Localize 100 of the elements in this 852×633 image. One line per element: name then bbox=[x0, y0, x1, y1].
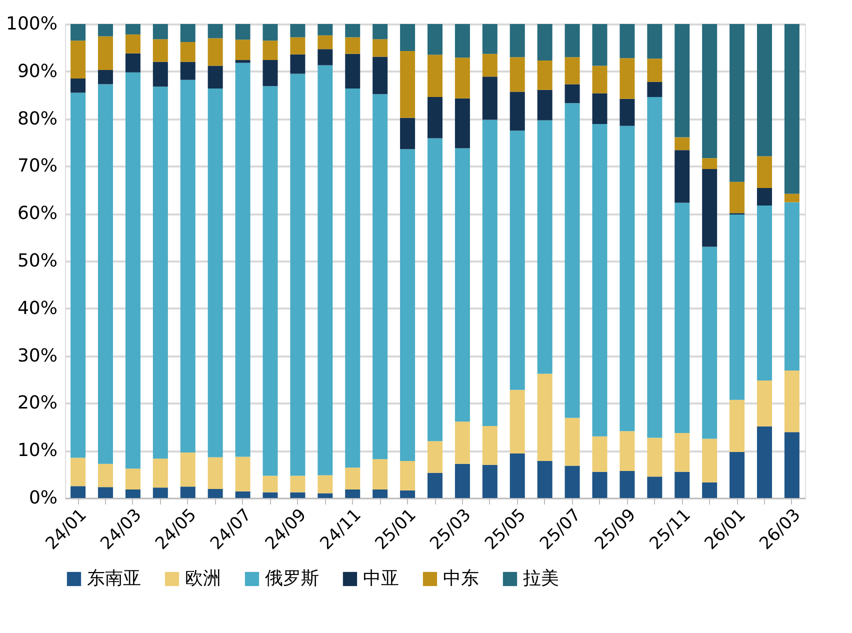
bar bbox=[98, 70, 113, 84]
bar bbox=[454, 98, 470, 148]
bar bbox=[620, 98, 635, 126]
bar bbox=[510, 130, 525, 390]
bar bbox=[730, 214, 745, 400]
bar bbox=[482, 120, 498, 426]
bar bbox=[318, 49, 333, 66]
bar bbox=[674, 472, 690, 498]
bar bbox=[180, 42, 196, 62]
bar bbox=[674, 137, 690, 150]
bar bbox=[730, 182, 745, 214]
bar bbox=[620, 126, 635, 432]
bar bbox=[400, 51, 416, 118]
bar bbox=[98, 464, 113, 488]
bar bbox=[647, 24, 662, 59]
bar bbox=[372, 459, 388, 490]
bar bbox=[702, 438, 718, 482]
bar bbox=[290, 37, 306, 54]
bar bbox=[702, 246, 718, 439]
bar bbox=[784, 194, 800, 202]
bar bbox=[70, 40, 86, 79]
bar bbox=[510, 24, 525, 58]
bar bbox=[262, 60, 278, 86]
bar bbox=[400, 118, 416, 150]
bar bbox=[345, 489, 360, 498]
bar bbox=[757, 380, 772, 426]
bar bbox=[345, 37, 360, 54]
bar bbox=[674, 24, 690, 138]
bar bbox=[454, 464, 470, 498]
bar bbox=[318, 24, 333, 36]
bar bbox=[262, 40, 278, 60]
bar bbox=[564, 103, 580, 418]
bar bbox=[235, 456, 250, 492]
bar bbox=[482, 54, 498, 77]
bar bbox=[125, 24, 140, 34]
bar bbox=[152, 39, 168, 62]
bar bbox=[564, 24, 580, 58]
legend-label: 中东 bbox=[443, 568, 479, 589]
y-tick-label: 40% bbox=[17, 298, 58, 319]
bar bbox=[372, 489, 388, 498]
legend-label: 东南亚 bbox=[87, 568, 141, 589]
bar bbox=[180, 452, 196, 487]
y-tick-label: 30% bbox=[17, 345, 58, 366]
bar bbox=[208, 457, 223, 489]
bar bbox=[510, 453, 525, 498]
y-tick-label: 20% bbox=[17, 392, 58, 414]
bar bbox=[345, 88, 360, 468]
bar bbox=[537, 24, 552, 60]
y-tick-label: 60% bbox=[17, 203, 58, 224]
bar bbox=[537, 90, 552, 120]
bar bbox=[318, 475, 333, 494]
bar bbox=[318, 35, 333, 50]
bar bbox=[454, 422, 470, 464]
bar bbox=[647, 82, 662, 97]
bar bbox=[592, 24, 608, 66]
bar bbox=[592, 124, 608, 436]
bar bbox=[537, 374, 552, 462]
bar bbox=[345, 24, 360, 38]
bar bbox=[702, 158, 718, 170]
bar bbox=[290, 74, 306, 476]
bar bbox=[400, 149, 416, 462]
bar bbox=[290, 476, 306, 492]
bar bbox=[152, 458, 168, 488]
bar bbox=[428, 472, 442, 498]
bar bbox=[235, 491, 250, 498]
bar bbox=[98, 24, 113, 36]
bar bbox=[290, 24, 306, 38]
y-tick-label: 70% bbox=[17, 156, 58, 177]
bar bbox=[152, 62, 168, 87]
bar bbox=[125, 53, 140, 72]
bar bbox=[564, 418, 580, 466]
y-tick-label: 10% bbox=[17, 440, 58, 462]
bar bbox=[784, 24, 800, 194]
bar bbox=[510, 390, 525, 454]
bar bbox=[262, 476, 278, 492]
bar bbox=[235, 24, 250, 40]
bar bbox=[482, 76, 498, 120]
bar bbox=[620, 431, 635, 471]
bar bbox=[125, 489, 140, 498]
bar bbox=[564, 466, 580, 498]
bar bbox=[152, 86, 168, 459]
bar bbox=[702, 482, 718, 498]
bar bbox=[345, 468, 360, 490]
bar bbox=[345, 54, 360, 88]
bar bbox=[592, 93, 608, 124]
y-tick-label: 0% bbox=[28, 488, 58, 508]
bar bbox=[372, 39, 388, 57]
bar bbox=[372, 24, 388, 40]
bar bbox=[125, 468, 140, 490]
bar bbox=[674, 202, 690, 434]
y-tick-label: 90% bbox=[17, 60, 58, 82]
bar bbox=[70, 486, 86, 498]
bar bbox=[290, 492, 306, 498]
bar bbox=[125, 72, 140, 469]
bar bbox=[125, 34, 140, 54]
bar bbox=[592, 436, 608, 472]
bar bbox=[400, 24, 416, 52]
bar bbox=[318, 493, 333, 498]
bar bbox=[564, 84, 580, 104]
bar bbox=[152, 488, 168, 498]
